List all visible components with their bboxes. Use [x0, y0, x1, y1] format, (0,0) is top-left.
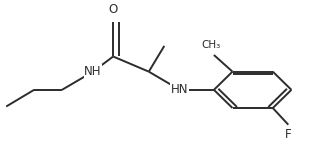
Text: NH: NH: [84, 65, 102, 78]
Text: CH₃: CH₃: [201, 40, 220, 50]
Text: HN: HN: [171, 83, 188, 96]
Text: F: F: [285, 128, 292, 141]
Text: O: O: [108, 3, 118, 16]
